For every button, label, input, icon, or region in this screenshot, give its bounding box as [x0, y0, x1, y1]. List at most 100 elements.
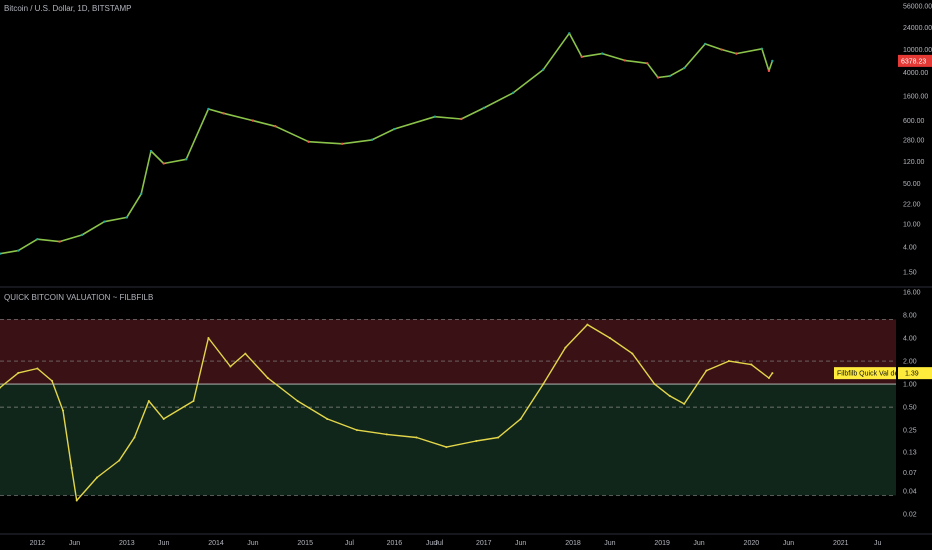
price-point	[767, 69, 771, 73]
time-tick-label: Jun	[604, 540, 615, 547]
indicator-point	[445, 446, 448, 449]
price-tick-label: 600.00	[903, 118, 925, 125]
indicator-series-badge	[834, 367, 896, 380]
price-point	[682, 66, 686, 70]
indicator-tick-label: 0.02	[903, 512, 917, 519]
price-point	[80, 233, 84, 237]
indicator-tick-label: 0.13	[903, 449, 917, 456]
indicator-series	[0, 323, 774, 502]
price-point	[460, 117, 463, 121]
indicator-point	[519, 417, 522, 420]
price-point	[36, 237, 39, 241]
price-point	[568, 32, 571, 35]
indicator-point	[631, 352, 634, 355]
price-point	[720, 48, 723, 51]
price-point	[103, 220, 106, 223]
price-point	[393, 127, 396, 131]
time-tick-label: 2015	[297, 540, 313, 547]
indicator-point	[653, 383, 656, 386]
indicator-point	[608, 337, 611, 340]
time-tick-label: Jul	[345, 540, 354, 547]
indicator-point	[266, 377, 269, 380]
time-tick-label: Ju	[874, 540, 882, 547]
price-point	[274, 125, 277, 128]
time-tick-label: 2019	[654, 540, 670, 547]
price-point	[760, 47, 764, 50]
indicator-levels	[0, 319, 896, 496]
price-axis[interactable]: 56000.00 24000.00 10000.00 4000.00 1600.00 60…	[903, 4, 932, 277]
price-tick-label: 56000.00	[903, 4, 932, 11]
indicator-point	[355, 429, 358, 432]
price-point	[541, 68, 545, 71]
price-point	[140, 192, 143, 196]
time-tick-label: Jun	[693, 540, 704, 547]
indicator-value-badge	[898, 367, 932, 380]
price-tick-label: 1.50	[903, 270, 917, 277]
price-tick-label: 1600.00	[903, 93, 928, 100]
price-tick-label: 4000.00	[903, 70, 928, 77]
price-point	[207, 107, 210, 111]
price-point	[623, 59, 626, 62]
time-tick-label: 2020	[744, 540, 760, 547]
price-tick-label: 10000.00	[903, 47, 932, 54]
price-point	[735, 52, 738, 55]
zone-red	[0, 319, 896, 385]
price-point	[370, 138, 374, 142]
indicator-series-label: Filbfilb Quick Val delta	[837, 371, 906, 378]
indicator-point	[192, 400, 195, 403]
indicator-point	[564, 346, 567, 349]
price-tick-label: 24000.00	[903, 25, 932, 32]
value-badges: 6378.23 Filbfilb Quick Val delta 1.39	[834, 54, 932, 380]
indicator-tick-label: 0.04	[903, 488, 917, 495]
price-point	[646, 62, 649, 65]
indicator-point	[475, 440, 478, 443]
indicator-point	[147, 400, 150, 403]
indicator-point	[17, 371, 20, 374]
price-tick-label: 50.00	[903, 181, 921, 188]
price-point	[222, 112, 225, 115]
time-tick-label: Jun	[783, 540, 794, 547]
price-point	[703, 42, 707, 46]
price-point	[580, 55, 583, 58]
price-point	[125, 216, 129, 219]
indicator-title: QUICK BITCOIN VALUATION ~ FILBFILB	[4, 293, 154, 302]
indicator-tick-label: 0.25	[903, 428, 917, 435]
time-tick-label: Jun	[426, 540, 437, 547]
time-tick-label: Jun	[158, 540, 169, 547]
price-point	[149, 149, 153, 153]
indicator-point	[727, 360, 730, 363]
indicator-point	[415, 436, 418, 439]
time-tick-label: 2012	[30, 540, 46, 547]
indicator-point	[36, 367, 39, 370]
indicator-point	[62, 409, 65, 412]
time-tick-label: 2016	[387, 540, 403, 547]
zone-green	[0, 384, 896, 496]
price-point	[771, 59, 774, 63]
indicator-point	[326, 417, 329, 420]
indicator-point	[750, 363, 753, 366]
price-tick-label: 120.00	[903, 159, 925, 166]
indicator-point	[51, 379, 54, 382]
price-point	[17, 249, 20, 252]
price-chart-title: Bitcoin / U.S. Dollar, 1D, BITSTAMP	[4, 4, 132, 13]
indicator-point	[497, 436, 500, 439]
indicator-point	[683, 402, 686, 405]
indicator-axis[interactable]: 16.00 8.00 4.00 2.00 1.00 0.50 0.25 0.13 0.07 0.0…	[903, 290, 921, 519]
time-tick-label: 2018	[565, 540, 581, 547]
indicator-point	[668, 394, 671, 397]
indicator-tick-label: 8.00	[903, 313, 917, 320]
price-tick-label: 4.00	[903, 245, 917, 252]
price-point	[58, 240, 61, 243]
time-tick-label: 2013	[119, 540, 135, 547]
indicator-point	[133, 436, 136, 439]
time-tick-label: 2017	[476, 540, 492, 547]
price-point	[656, 76, 660, 79]
price-point	[482, 106, 485, 110]
price-point	[307, 140, 310, 143]
price-point	[162, 162, 165, 165]
last-price-label: 6378.23	[901, 58, 926, 65]
indicator-point	[118, 459, 121, 462]
price-line	[0, 32, 774, 255]
